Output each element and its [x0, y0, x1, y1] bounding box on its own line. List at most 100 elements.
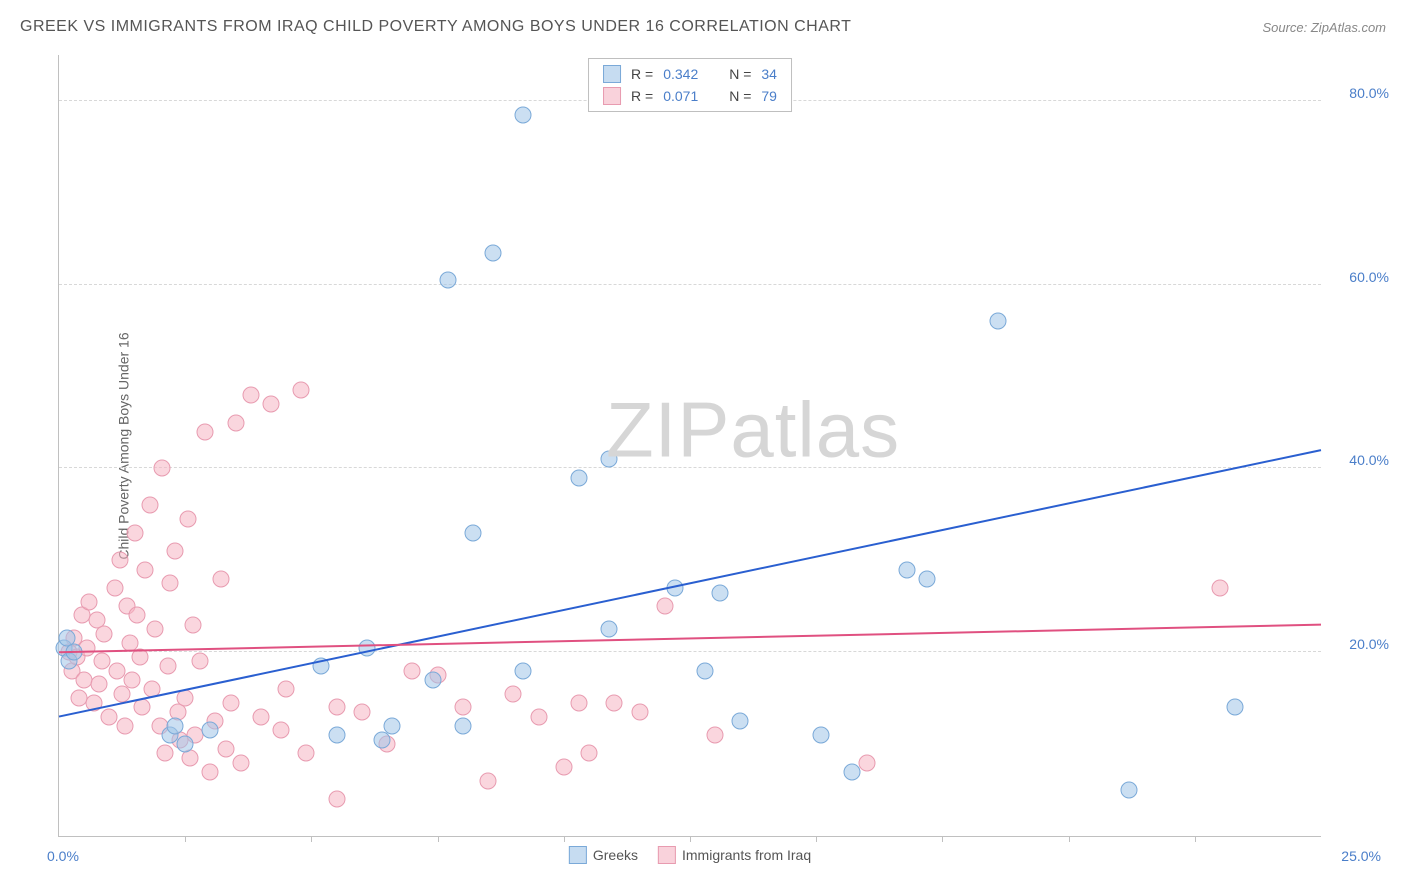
- scatter-point-blue: [66, 644, 83, 661]
- scatter-point-pink: [154, 460, 171, 477]
- y-tick-label: 60.0%: [1349, 269, 1389, 285]
- x-tick: [185, 836, 186, 842]
- scatter-point-pink: [146, 621, 163, 638]
- scatter-point-blue: [570, 469, 587, 486]
- x-tick: [690, 836, 691, 842]
- scatter-point-blue: [424, 671, 441, 688]
- scatter-point-blue: [202, 722, 219, 739]
- scatter-point-pink: [126, 524, 143, 541]
- scatter-point-blue: [601, 621, 618, 638]
- scatter-point-pink: [197, 423, 214, 440]
- scatter-point-pink: [404, 662, 421, 679]
- scatter-point-pink: [167, 543, 184, 560]
- scatter-point-pink: [858, 754, 875, 771]
- scatter-point-pink: [1212, 579, 1229, 596]
- source-text: Source: ZipAtlas.com: [1262, 20, 1386, 35]
- scatter-point-pink: [222, 694, 239, 711]
- x-tick: [942, 836, 943, 842]
- scatter-point-pink: [159, 658, 176, 675]
- r-value-blue: 0.342: [663, 66, 713, 82]
- y-tick-label: 20.0%: [1349, 636, 1389, 652]
- x-axis-right-label: 25.0%: [1341, 848, 1381, 864]
- legend-label-blue: Greeks: [593, 847, 638, 863]
- x-axis-left-label: 0.0%: [47, 848, 79, 864]
- y-tick-label: 80.0%: [1349, 85, 1389, 101]
- legend-row-blue: R = 0.342 N = 34: [603, 63, 777, 85]
- scatter-point-pink: [81, 593, 98, 610]
- scatter-point-pink: [252, 708, 269, 725]
- scatter-point-pink: [93, 653, 110, 670]
- scatter-point-pink: [273, 722, 290, 739]
- x-tick: [1195, 836, 1196, 842]
- scatter-point-pink: [162, 575, 179, 592]
- legend-top: R = 0.342 N = 34 R = 0.071 N = 79: [588, 58, 792, 112]
- scatter-point-pink: [227, 414, 244, 431]
- scatter-point-blue: [515, 106, 532, 123]
- swatch-blue: [569, 846, 587, 864]
- gridline: [59, 651, 1321, 652]
- swatch-pink: [658, 846, 676, 864]
- x-tick: [311, 836, 312, 842]
- scatter-point-blue: [384, 717, 401, 734]
- scatter-point-pink: [328, 699, 345, 716]
- scatter-point-pink: [184, 616, 201, 633]
- scatter-point-pink: [242, 386, 259, 403]
- scatter-point-pink: [328, 791, 345, 808]
- scatter-point-blue: [464, 524, 481, 541]
- scatter-point-blue: [919, 570, 936, 587]
- scatter-point-pink: [179, 511, 196, 528]
- scatter-point-blue: [732, 713, 749, 730]
- scatter-point-pink: [212, 570, 229, 587]
- scatter-point-blue: [899, 561, 916, 578]
- y-tick-label: 40.0%: [1349, 452, 1389, 468]
- x-tick: [1069, 836, 1070, 842]
- scatter-point-pink: [192, 653, 209, 670]
- r-label: R =: [631, 88, 653, 104]
- scatter-point-pink: [263, 396, 280, 413]
- watermark: ZIPatlas: [606, 384, 900, 475]
- x-tick: [816, 836, 817, 842]
- scatter-point-pink: [111, 552, 128, 569]
- scatter-point-pink: [116, 717, 133, 734]
- scatter-point-pink: [298, 745, 315, 762]
- scatter-point-blue: [1227, 699, 1244, 716]
- legend-row-pink: R = 0.071 N = 79: [603, 85, 777, 107]
- scatter-point-pink: [555, 759, 572, 776]
- scatter-point-pink: [293, 382, 310, 399]
- scatter-point-pink: [131, 648, 148, 665]
- legend-bottom-blue: Greeks: [569, 846, 638, 864]
- r-value-pink: 0.071: [663, 88, 713, 104]
- scatter-point-blue: [313, 658, 330, 675]
- scatter-point-pink: [86, 694, 103, 711]
- legend-bottom: Greeks Immigrants from Iraq: [569, 846, 811, 864]
- scatter-point-pink: [109, 662, 126, 679]
- scatter-point-blue: [666, 579, 683, 596]
- trendline-pink: [59, 625, 1321, 653]
- n-label: N =: [729, 66, 751, 82]
- chart-title: GREEK VS IMMIGRANTS FROM IRAQ CHILD POVE…: [20, 18, 851, 36]
- scatter-point-pink: [96, 625, 113, 642]
- scatter-point-pink: [353, 703, 370, 720]
- scatter-point-blue: [167, 717, 184, 734]
- scatter-point-pink: [480, 772, 497, 789]
- scatter-point-blue: [358, 639, 375, 656]
- legend-label-pink: Immigrants from Iraq: [682, 847, 811, 863]
- scatter-point-blue: [697, 662, 714, 679]
- trendline-blue: [59, 450, 1321, 716]
- scatter-point-pink: [124, 671, 141, 688]
- scatter-point-pink: [106, 579, 123, 596]
- watermark-atlas: atlas: [730, 385, 900, 473]
- scatter-point-pink: [134, 699, 151, 716]
- scatter-point-pink: [232, 754, 249, 771]
- scatter-point-pink: [202, 763, 219, 780]
- scatter-point-blue: [1121, 782, 1138, 799]
- scatter-point-blue: [454, 717, 471, 734]
- scatter-point-pink: [454, 699, 471, 716]
- scatter-point-blue: [601, 451, 618, 468]
- gridline: [59, 284, 1321, 285]
- scatter-point-pink: [606, 694, 623, 711]
- chart-area: ZIPatlas R = 0.342 N = 34 R = 0.071 N = …: [58, 55, 1321, 837]
- swatch-blue: [603, 65, 621, 83]
- scatter-point-pink: [707, 726, 724, 743]
- n-value-blue: 34: [761, 66, 777, 82]
